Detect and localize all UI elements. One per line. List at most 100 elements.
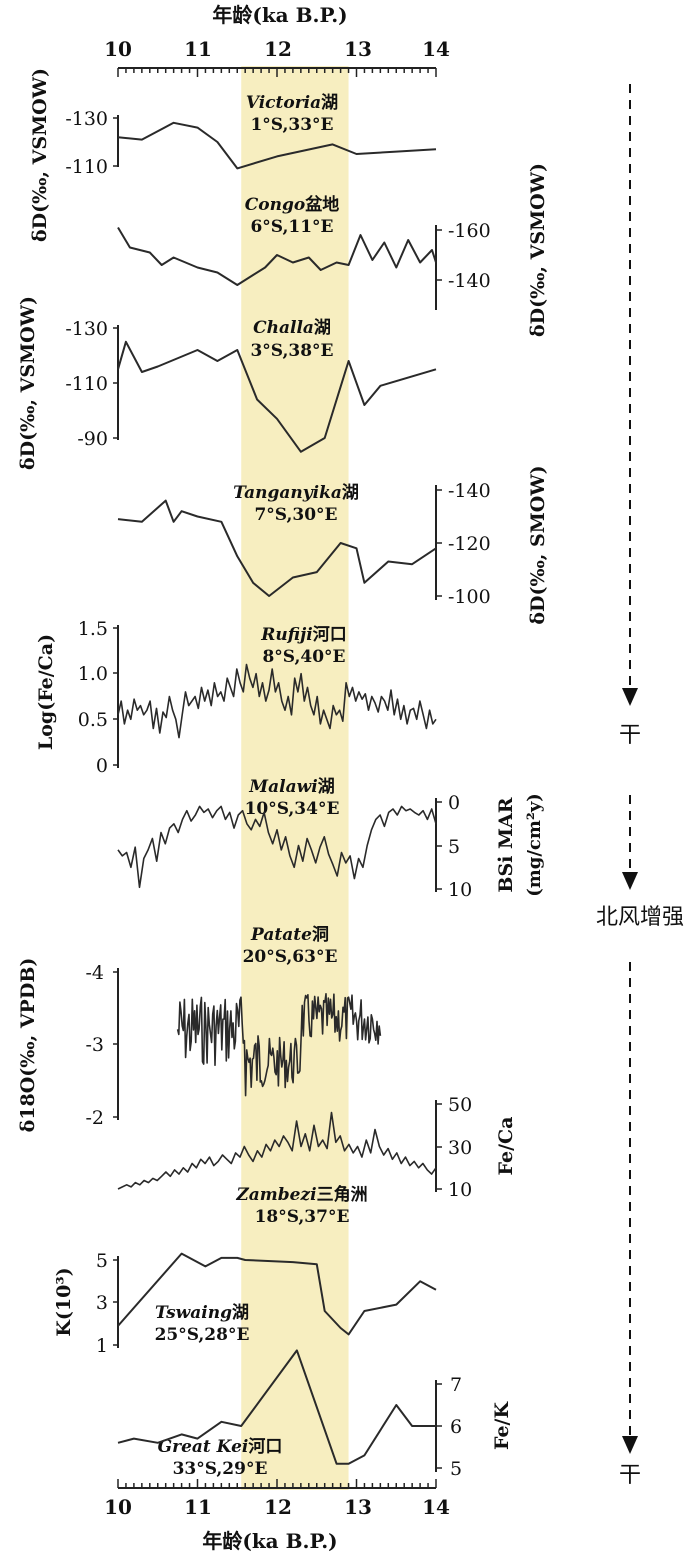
challa-ytick-2: -90 [77,428,108,450]
panel-tswaing: 5 3 1 Tswaing湖 25°S,28°E K(10³) [53,1250,437,1357]
rufiji-series-line [117,663,437,739]
rufiji-ylabel: Log(Fe/Ca) [35,634,57,750]
panel-challa: -130 -110 -90 Challa湖 3°S,38°E δD(‰, VSM… [17,296,437,470]
congo-ylabel: δD(‰, VSMOW) [527,163,549,337]
panel-patate: -4 -3 -2 Patate洞 20°S,63°E δ18O(‰, VPDB) [17,925,382,1133]
great-kei-coords: 33°S,29°E [173,1459,268,1479]
zambezi-ytick-1: 30 [448,1137,472,1159]
great-kei-ylabel: Fe/K [491,1401,513,1450]
arrow-down-icon [622,872,638,890]
great-kei-ytick-1: 6 [450,1416,462,1438]
panel-congo: -160 -140 Congo盆地 6°S,11°E [117,194,491,310]
congo-ytick-0: -160 [448,220,491,242]
malawi-coords: 10°S,34°E [245,799,340,819]
top-axis-tick-14: 14 [422,37,450,61]
tswaing-ytick-2: 1 [96,1335,108,1357]
tanganyika-series-line [117,499,437,597]
panel-rufiji: 1.5 1.0 0.5 0 Rufiji河口 8°S,40°E Log(Fe/C… [35,618,437,777]
panel-zambezi: 50 30 10 Zambezi三角洲 18°S,37°E Fe/Ca [117,1094,517,1227]
top-axis-tick-10: 10 [104,37,132,61]
bottom-axis-tick-12: 12 [264,1495,292,1519]
great-kei-ytick-2: 5 [450,1458,462,1480]
great-kei-series-line [117,1349,436,1465]
younger-dryas-highlight [241,66,349,1490]
malawi-ylabel: BSi MAR [495,797,517,892]
tanganyika-site: Tanganyika湖 [233,483,359,503]
panel-tanganyika: -140 -120 -100 Tanganyika湖 7°S,30°E δD(‰… [117,465,549,625]
top-axis-tick-11: 11 [184,37,212,61]
rufiji-ytick-3: 0 [96,755,108,777]
patate-site: Patate洞 [250,925,329,945]
zambezi-ylabel: Fe/Ca [495,1117,517,1176]
patate-ytick-0: -4 [85,962,104,984]
rufiji-site: Rufiji河口 [260,625,346,645]
panel-malawi: 0 5 10 Malawi湖 10°S,34°E BSi MAR (mg/cm²… [117,777,545,901]
panel-victoria: -130 -110 Victoria湖 1°S,33°E [65,93,437,178]
top-axis-tick-12: 12 [264,37,292,61]
bottom-age-axis: 10 11 12 13 14 年龄(ka B.P.) [104,1479,450,1553]
malawi-site: Malawi湖 [248,777,334,797]
bottom-axis-label: 年龄(ka B.P.) [202,1529,337,1553]
victoria-ylabel: δD(‰, VSMOW) [29,68,51,242]
challa-ytick-0: -130 [65,318,108,340]
zambezi-site: Zambezi三角洲 [235,1184,367,1205]
annotation-north-wind: 北风增强 [596,905,684,930]
bottom-axis-tick-14: 14 [422,1495,450,1519]
tanganyika-ytick-2: -100 [448,586,491,608]
congo-series-line [117,226,437,286]
congo-ytick-1: -140 [448,270,491,292]
panel-great-kei: 7 6 5 Great Kei河口 33°S,29°E Fe/K [117,1349,513,1480]
malawi-ylabel-unit: (mg/cm²y) [524,793,545,897]
malawi-ytick-1: 5 [448,836,460,858]
rufiji-coords: 8°S,40°E [262,647,345,667]
patate-ytick-2: -2 [85,1107,104,1129]
bottom-axis-tick-10: 10 [104,1495,132,1519]
tanganyika-ytick-1: -120 [448,533,491,555]
congo-site: Congo盆地 [245,194,339,215]
great-kei-ytick-0: 7 [450,1374,462,1396]
rufiji-ytick-1: 1.0 [78,663,108,685]
annotation-dry-2: 干 [619,1463,641,1488]
patate-ytick-1: -3 [85,1034,104,1056]
tanganyika-coords: 7°S,30°E [254,505,337,525]
victoria-site: Victoria湖 [246,93,338,113]
rufiji-ytick-2: 0.5 [78,709,108,731]
patate-series-line [176,993,382,1097]
malawi-ytick-2: 10 [448,879,472,901]
annotation-dry-1: 干 [619,723,641,748]
zambezi-series-line [117,1111,437,1190]
great-kei-site: Great Kei河口 [158,1437,283,1457]
top-axis-label: 年龄(ka B.P.) [212,3,347,27]
rufiji-ytick-0: 1.5 [78,618,108,640]
victoria-coords: 1°S,33°E [250,115,333,135]
side-annotations: 干 北风增强 干 [596,84,684,1488]
tswaing-coords: 25°S,28°E [155,1325,250,1345]
congo-coords: 6°S,11°E [250,217,333,237]
victoria-ytick-0: -130 [65,108,108,130]
tswaing-ytick-0: 5 [96,1250,108,1272]
challa-coords: 3°S,38°E [250,341,333,361]
bottom-axis-tick-11: 11 [184,1495,212,1519]
victoria-ytick-1: -110 [65,156,108,178]
tanganyika-ylabel: δD(‰, SMOW) [527,465,549,624]
victoria-series-line [117,121,437,170]
arrow-down-icon [622,688,638,706]
malawi-series-line [117,805,437,889]
bottom-axis-tick-13: 13 [344,1495,372,1519]
tswaing-ylabel: K(10³) [53,1267,75,1336]
tswaing-ytick-1: 3 [96,1292,108,1314]
malawi-ytick-0: 0 [448,792,460,814]
tswaing-series-line [117,1252,437,1336]
zambezi-ytick-0: 50 [448,1094,472,1116]
tanganyika-ytick-0: -140 [448,480,491,502]
arrow-down-icon [622,1436,638,1454]
tswaing-site: Tswaing湖 [155,1303,249,1323]
challa-ylabel: δD(‰, VSMOW) [17,296,39,470]
zambezi-coords: 18°S,37°E [255,1207,350,1227]
challa-site: Challa湖 [253,318,331,338]
top-age-axis: 10 11 12 13 14 年龄(ka B.P.) [104,3,450,77]
zambezi-ytick-2: 10 [448,1179,472,1201]
patate-coords: 20°S,63°E [243,947,338,967]
patate-ylabel: δ18O(‰, VPDB) [17,958,39,1133]
